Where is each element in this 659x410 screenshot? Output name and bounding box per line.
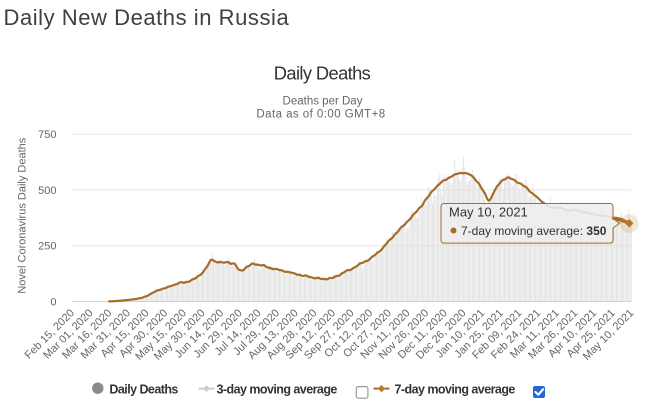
svg-text:Daily Deaths: Daily Deaths xyxy=(109,383,178,397)
svg-text:750: 750 xyxy=(38,129,56,141)
svg-text:Novel Coronavirus Daily Deaths: Novel Coronavirus Daily Deaths xyxy=(17,137,29,293)
svg-text:250: 250 xyxy=(38,241,56,253)
svg-text:Daily Deaths: Daily Deaths xyxy=(274,63,371,84)
svg-text:500: 500 xyxy=(38,185,56,197)
svg-text:0: 0 xyxy=(50,297,56,309)
svg-text:7-day moving average: 7-day moving average xyxy=(395,383,516,397)
svg-text:Deaths per Day: Deaths per Day xyxy=(283,96,363,108)
svg-text:May 10, 2021: May 10, 2021 xyxy=(449,205,528,220)
svg-text:7-day moving average: 350: 7-day moving average: 350 xyxy=(461,224,607,238)
svg-text:Data as of 0:00 GMT+8: Data as of 0:00 GMT+8 xyxy=(256,109,385,121)
svg-text:3-day moving average: 3-day moving average xyxy=(217,383,338,397)
